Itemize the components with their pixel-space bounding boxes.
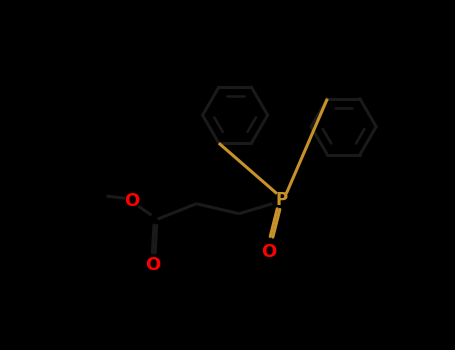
Text: P: P [276,191,288,209]
Text: O: O [261,243,276,261]
Text: O: O [124,191,140,210]
Text: O: O [145,256,161,274]
